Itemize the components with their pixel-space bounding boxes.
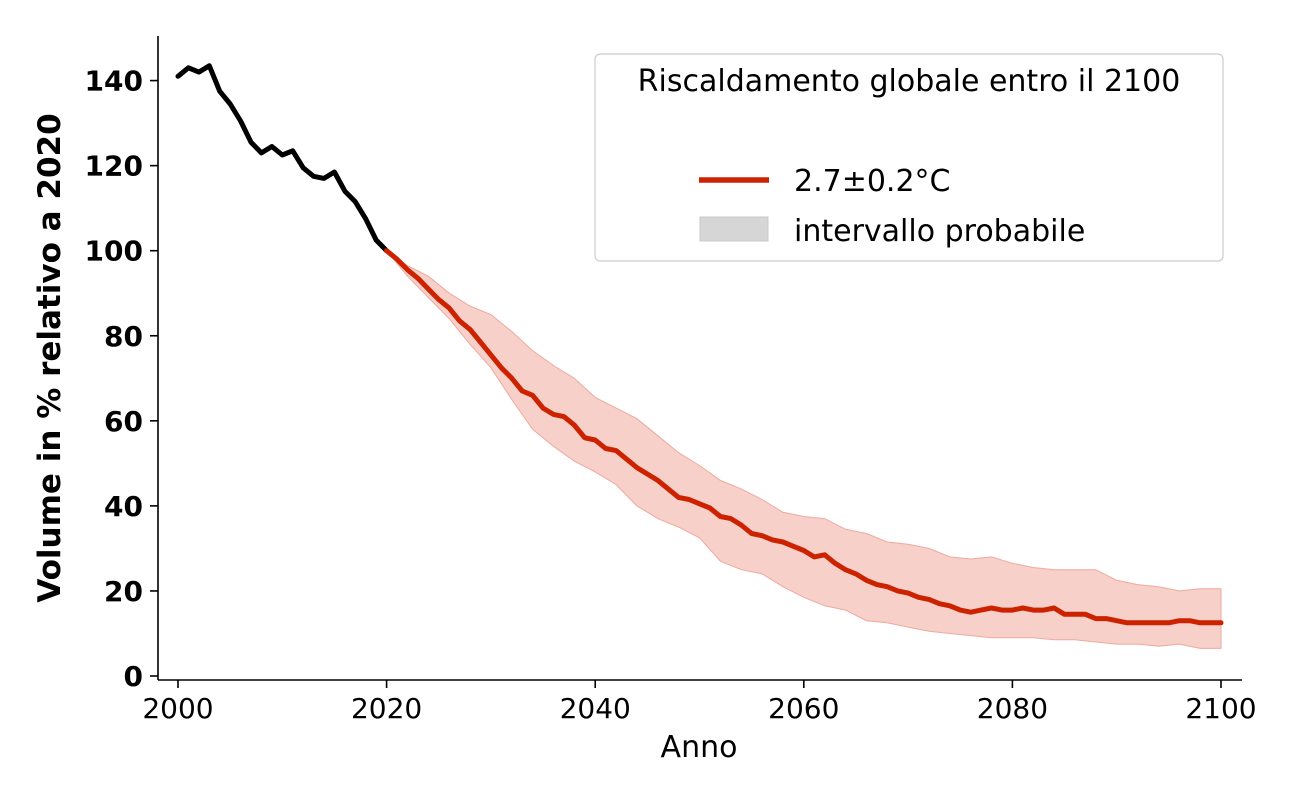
y-tick-label: 80	[104, 320, 143, 353]
legend: Riscaldamento globale entro il 2100 2.7±…	[594, 53, 1224, 262]
x-tick-label: 2060	[768, 692, 839, 725]
line-layer	[175, 63, 1224, 626]
band-layer	[386, 250, 1222, 649]
y-axis-title: Volume in % relativo a 2020	[32, 113, 68, 602]
legend-band-swatch	[699, 216, 769, 242]
y-tick-label: 0	[124, 660, 143, 693]
y-tick-label: 20	[104, 575, 143, 608]
y-tick-label: 60	[104, 405, 143, 438]
y-tick-label: 100	[85, 235, 143, 268]
x-tick-label: 2000	[142, 692, 213, 725]
x-tick-label: 2020	[351, 692, 422, 725]
observed-series-line	[175, 63, 390, 254]
likely-range-band	[386, 250, 1222, 649]
axes	[157, 36, 1242, 681]
legend-entry-scenario: 2.7±0.2°C	[794, 164, 951, 199]
x-tick-label: 2100	[1185, 692, 1256, 725]
x-axis-title: Anno	[661, 730, 738, 765]
scenario-series-line	[384, 248, 1224, 626]
legend-box	[594, 53, 1224, 262]
x-tick-label: 2040	[560, 692, 631, 725]
y-tick-label: 40	[104, 490, 143, 523]
x-ticks: 2000 2020 2040 2060 2080 2100	[142, 680, 1257, 725]
y-ticks: 0 20 40 60 80 100 120 140	[85, 65, 158, 693]
y-tick-label: 120	[85, 150, 143, 183]
x-tick-label: 2080	[977, 692, 1048, 725]
legend-title: Riscaldamento globale entro il 2100	[638, 64, 1181, 99]
y-tick-label: 140	[85, 65, 143, 98]
legend-entry-range: intervallo probabile	[794, 214, 1085, 249]
